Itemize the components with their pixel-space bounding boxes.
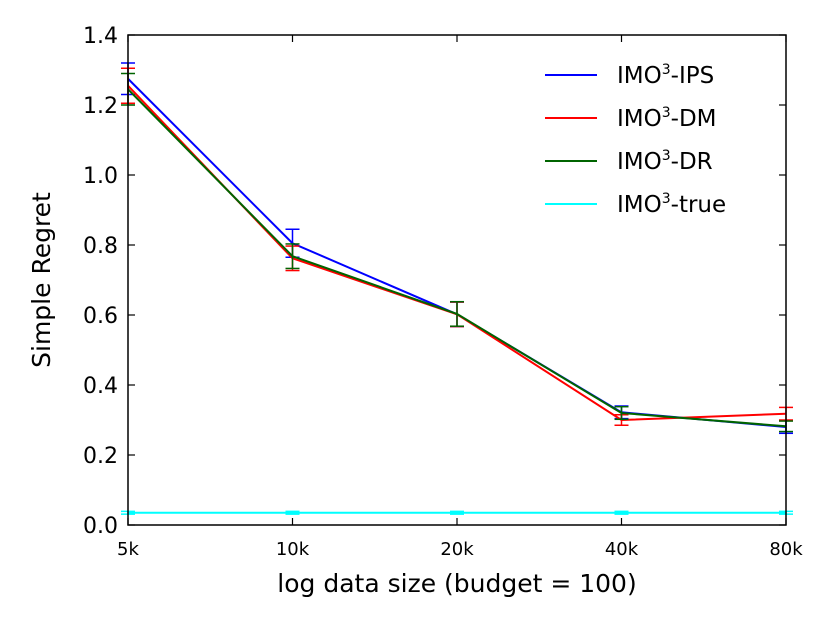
y-tick-label: 0.8 <box>83 234 118 259</box>
legend-item: IMO3-true <box>545 191 726 218</box>
legend-item: IMO3-IPS <box>545 62 714 89</box>
series-line <box>127 88 787 428</box>
tick-group: 0.0 0.2 0.4 0.6 0.8 1.0 1.2 1.4 5k 10k 20k 40k 80k <box>83 24 803 560</box>
x-axis-title: log data size (budget = 100) <box>277 569 636 598</box>
x-tick-label: 20k <box>440 539 474 560</box>
series-true <box>121 510 793 515</box>
y-tick-label: 0.6 <box>83 304 118 329</box>
series-line <box>127 85 787 422</box>
legend: IMO3-IPS IMO3-DM IMO3-DR IMO3-true <box>545 62 726 218</box>
y-tick-label: 0.2 <box>83 444 118 469</box>
y-tick-label: 0.0 <box>83 514 118 539</box>
x-tick-label: 80k <box>769 539 803 560</box>
plot-area-frame <box>127 34 787 526</box>
x-tick-label: 10k <box>276 539 310 560</box>
legend-label: IMO3-true <box>617 191 726 218</box>
y-tick-label: 1.4 <box>83 24 118 49</box>
y-tick-label: 1.0 <box>83 164 118 189</box>
series-group <box>121 62 793 515</box>
x-tick-label: 40k <box>605 539 639 560</box>
legend-label: IMO3-IPS <box>617 62 714 89</box>
legend-item: IMO3-DR <box>545 148 713 175</box>
legend-item: IMO3-DM <box>545 105 717 132</box>
y-axis-title: Simple Regret <box>27 192 56 368</box>
x-tick-label: 5k <box>117 539 139 560</box>
y-tick-label: 1.2 <box>83 94 118 119</box>
legend-label: IMO3-DM <box>617 105 717 132</box>
legend-label: IMO3-DR <box>617 148 713 175</box>
y-tick-label: 0.4 <box>83 374 118 399</box>
